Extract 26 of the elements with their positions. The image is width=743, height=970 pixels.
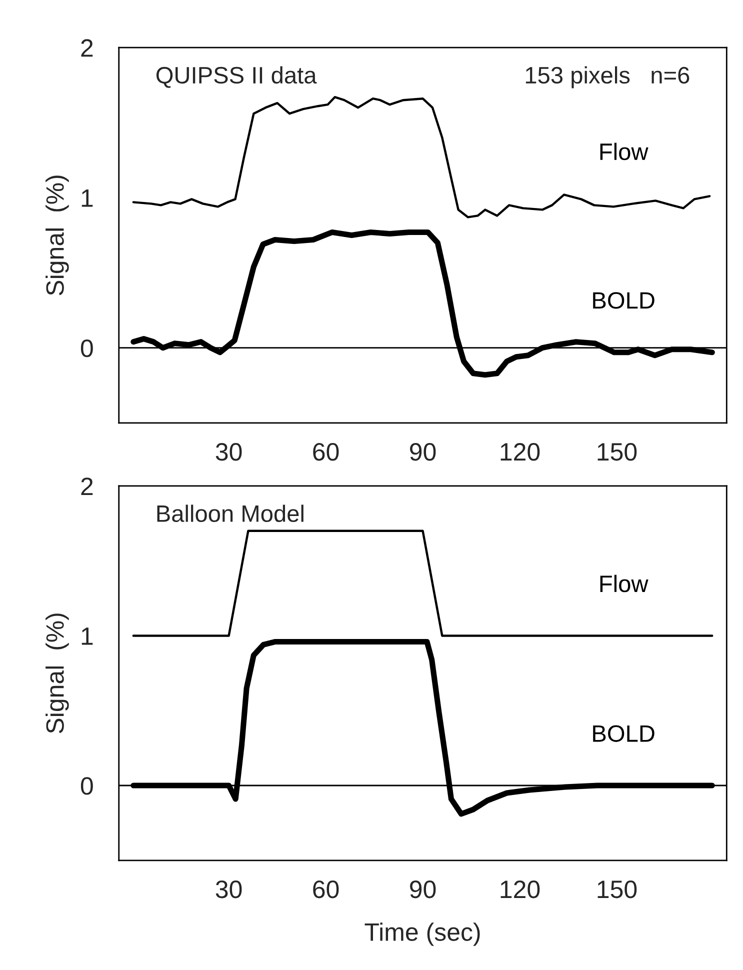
series-label: Flow — [600, 142, 648, 160]
x-tick-label: 120 — [500, 443, 540, 461]
y-tick-label: 2 — [81, 478, 93, 496]
text: 153 pixels n=6 — [526, 66, 690, 88]
x-tick-label: 120 — [500, 880, 540, 898]
x-tick-label: 90 — [410, 443, 436, 461]
x-tick-label: 30 — [216, 880, 242, 898]
y-tick-label: 0 — [80, 339, 93, 358]
text: Balloon Model — [157, 504, 304, 522]
y-tick-label: 2 — [81, 39, 93, 57]
text: QUIPSS II data — [156, 66, 317, 88]
series-label: BOLD — [593, 725, 654, 742]
y-tick-label: 0 — [80, 777, 93, 795]
y-axis-title: Signal (%) — [46, 614, 69, 734]
x-tick-label: 30 — [216, 443, 242, 461]
series-label: Flow — [600, 574, 648, 592]
x-tick-label: 90 — [410, 880, 436, 898]
x-tick-label: 150 — [598, 443, 637, 461]
x-tick-label: 60 — [313, 880, 339, 898]
y-tick-label: 1 — [82, 628, 93, 645]
x-tick-label: 150 — [598, 880, 637, 898]
y-axis-title: Signal (%) — [46, 176, 69, 296]
x-tick-label: 60 — [313, 443, 339, 461]
y-tick-label: 1 — [82, 190, 93, 207]
series-label: BOLD — [593, 292, 654, 309]
x-axis-title: Time (sec) — [364, 922, 480, 946]
